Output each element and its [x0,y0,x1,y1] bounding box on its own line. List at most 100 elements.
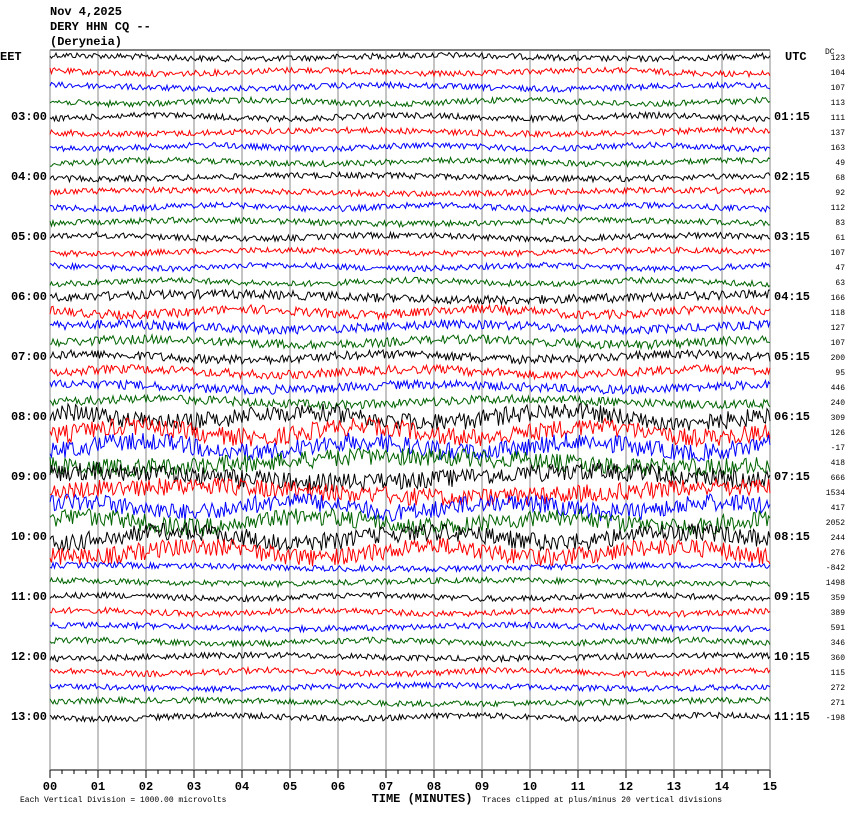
left-time-label: 07:00 [11,350,47,364]
dc-offset: 359 [831,594,846,603]
right-time-label: 02:15 [774,170,810,184]
dc-offset: 244 [831,534,846,543]
trace [49,288,770,306]
trace [49,711,771,724]
trace [49,51,771,63]
trace [49,537,771,567]
trace [49,66,771,79]
trace [49,695,771,708]
trace [49,318,771,336]
left-time-label: 10:00 [11,530,47,544]
trace [49,170,771,184]
trace [49,141,771,153]
title-line: Nov 4,2025 [50,5,122,19]
trace [49,416,771,448]
dc-offset: 666 [831,474,846,483]
x-tick-label: 04 [235,780,249,794]
dc-offset: 92 [835,189,845,198]
x-tick-label: 14 [715,780,729,794]
left-time-label: 03:00 [11,110,47,124]
dc-offset: 166 [831,294,846,303]
scale-note: Each Vertical Division = 1000.00 microvo… [20,796,227,805]
trace [49,185,771,198]
dc-offset: 346 [831,639,846,648]
trace [49,507,771,537]
dc-offset: 272 [831,684,846,693]
trace [49,333,771,351]
dc-offset: 240 [831,399,846,408]
x-tick-label: 00 [43,780,57,794]
dc-offset: 118 [831,309,846,318]
dc-offset: 68 [835,174,845,183]
dc-offset: 418 [831,459,846,468]
left-time-label: 12:00 [11,650,47,664]
trace [49,575,771,589]
trace [49,363,771,381]
trace [49,230,771,243]
trace [49,303,771,321]
x-tick-label: 09 [475,780,489,794]
dc-offset: 115 [831,669,846,678]
right-time-label: 11:15 [774,710,810,724]
dc-offset: 107 [831,249,846,258]
trace [49,95,771,109]
left-time-label: 08:00 [11,410,47,424]
x-tick-label: 08 [427,780,441,794]
dc-offset: 113 [831,99,846,108]
x-tick-label: 05 [283,780,297,794]
dc-offset: 2052 [826,519,845,528]
right-time-label: 06:15 [774,410,810,424]
x-tick-label: 12 [619,780,633,794]
right-axis-label: UTC [785,50,807,64]
trace [49,155,771,168]
dc-offset: 271 [831,699,846,708]
x-tick-label: 07 [379,780,393,794]
trace [49,125,771,139]
trace [49,216,771,229]
trace [49,590,771,603]
x-tick-label: 03 [187,780,201,794]
dc-offset: -198 [826,714,845,723]
dc-offset: 107 [831,84,846,93]
trace [49,447,771,478]
x-tick-label: 06 [331,780,345,794]
title-line: DERY HHN CQ -- [50,20,151,34]
trace [49,680,771,694]
dc-label: DC [825,48,835,57]
right-time-label: 01:15 [774,110,810,124]
right-time-label: 08:15 [774,530,810,544]
title-line: (Deryneia) [50,35,122,49]
dc-offset: 112 [831,204,846,213]
trace [49,378,771,396]
x-tick-label: 01 [91,780,105,794]
trace [49,620,771,634]
trace [49,246,771,258]
dc-offset: 104 [831,69,846,78]
dc-offset: 111 [831,114,846,123]
trace [49,650,771,664]
left-time-label: 04:00 [11,170,47,184]
right-time-label: 09:15 [774,590,810,604]
trace [49,110,771,124]
dc-offset: 127 [831,324,846,333]
dc-offset: -17 [831,444,846,453]
dc-offset: 591 [831,624,846,633]
trace [49,522,771,553]
trace [49,276,771,288]
right-time-label: 07:15 [774,470,810,484]
x-tick-label: 02 [139,780,153,794]
x-tick-label: 13 [667,780,681,794]
trace [49,261,771,274]
left-time-label: 06:00 [11,290,47,304]
right-time-label: 05:15 [774,350,810,364]
dc-offset: 63 [835,279,845,288]
dc-offset: 360 [831,654,846,663]
trace [49,476,771,507]
trace [49,348,771,366]
left-time-label: 13:00 [11,710,47,724]
dc-offset: 126 [831,429,846,438]
trace [49,665,771,679]
dc-offset: 163 [831,144,846,153]
dc-offset: 49 [835,159,845,168]
dc-offset: 446 [831,384,846,393]
